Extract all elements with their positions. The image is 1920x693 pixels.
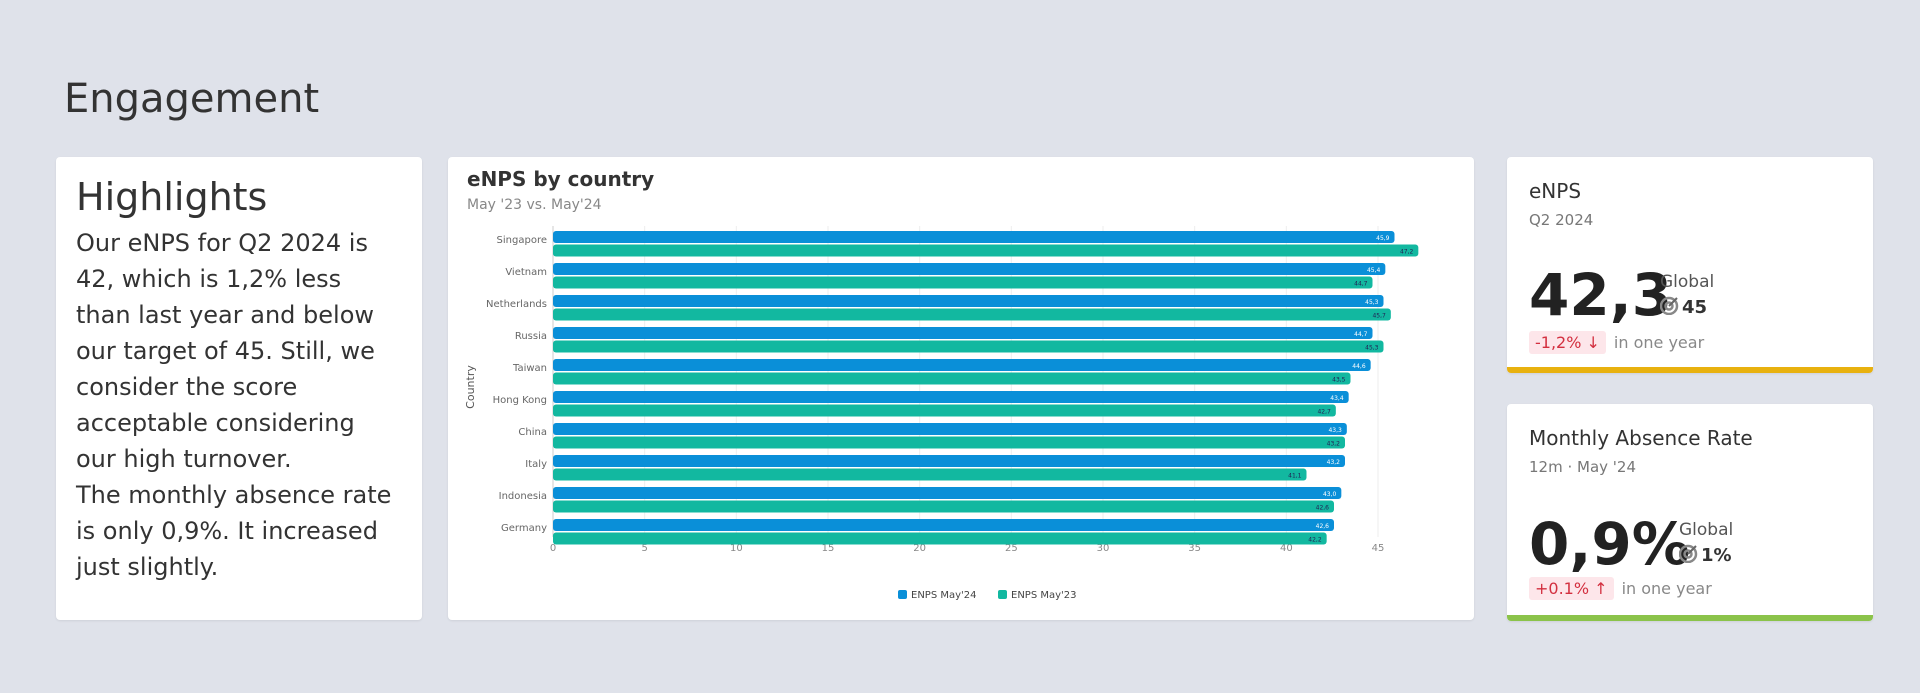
highlights-text: The monthly absence rate is only 0,9%. I… xyxy=(76,481,392,581)
chart-title: eNPS by country xyxy=(467,167,655,191)
arrow-down-icon: ↓ xyxy=(1586,333,1600,352)
data-label: 43,0 xyxy=(1323,491,1337,498)
kpi-global-value: 45 xyxy=(1682,297,1708,318)
bar-may23 xyxy=(553,244,1419,257)
data-label: 43,2 xyxy=(1327,441,1341,448)
x-tick-label: 0 xyxy=(550,543,556,554)
data-label: 44,6 xyxy=(1352,363,1366,370)
bar-may24 xyxy=(553,231,1395,243)
kpi-subtitle: Q2 2024 xyxy=(1529,211,1594,229)
category-label: Taiwan xyxy=(512,363,547,374)
bar-may24 xyxy=(553,263,1386,275)
chart-subtitle: May '23 vs. May'24 xyxy=(467,197,602,213)
kpi-accent-bar xyxy=(1507,615,1873,621)
data-label: 44,7 xyxy=(1354,331,1368,338)
kpi-delta: -1,2% xyxy=(1535,333,1582,352)
bar-may24 xyxy=(553,487,1342,499)
x-tick-label: 45 xyxy=(1372,543,1385,554)
bar-may23 xyxy=(553,436,1345,449)
data-label: 42,7 xyxy=(1317,409,1331,416)
kpi-global-value: 1% xyxy=(1701,545,1732,566)
bar-may24 xyxy=(553,327,1373,339)
category-label: Hong Kong xyxy=(493,395,547,406)
kpi-delta-suffix: in one year xyxy=(1621,579,1712,598)
bar-may23 xyxy=(553,500,1334,513)
category-label: Netherlands xyxy=(486,299,547,310)
bar-may23 xyxy=(553,372,1351,385)
bar-may24 xyxy=(553,391,1349,403)
highlights-heading: Highlights xyxy=(76,175,268,219)
kpi-delta-badge: +0.1% ↑ xyxy=(1529,577,1614,600)
data-label: 45,7 xyxy=(1372,313,1386,320)
x-tick-label: 20 xyxy=(913,543,926,554)
arrow-up-icon: ↑ xyxy=(1594,579,1608,598)
highlights-card: Highlights Our eNPS for Q2 2024 is 42, w… xyxy=(56,157,422,620)
data-label: 42,6 xyxy=(1316,523,1330,530)
legend-swatch xyxy=(898,590,907,599)
legend-item: ENPS May'24 xyxy=(911,590,977,601)
data-label: 45,3 xyxy=(1365,299,1379,306)
bar-may23 xyxy=(553,404,1336,417)
legend-item: ENPS May'23 xyxy=(1011,590,1077,601)
category-label: Indonesia xyxy=(499,491,547,502)
kpi-delta: +0.1% xyxy=(1535,579,1590,598)
kpi-global-label: Global xyxy=(1660,272,1715,292)
bar-may23 xyxy=(553,532,1327,545)
x-tick-label: 10 xyxy=(730,543,743,554)
data-label: 43,4 xyxy=(1330,395,1344,402)
kpi-value: 0,9% xyxy=(1529,510,1690,578)
data-label: 44,7 xyxy=(1354,281,1368,288)
category-label: Russia xyxy=(515,331,547,342)
bar-may23 xyxy=(553,276,1373,289)
bar-may23 xyxy=(553,468,1307,481)
data-label: 47,2 xyxy=(1400,249,1414,256)
x-tick-label: 25 xyxy=(1005,543,1018,554)
bar-may23 xyxy=(553,340,1384,353)
legend-swatch xyxy=(998,590,1007,599)
bar-may24 xyxy=(553,295,1384,307)
category-label: Italy xyxy=(525,459,547,470)
bar-may24 xyxy=(553,519,1334,531)
x-tick-label: 40 xyxy=(1280,543,1293,554)
kpi-title: Monthly Absence Rate xyxy=(1529,426,1753,450)
y-axis-label: Country xyxy=(464,365,477,409)
kpi-delta-badge: -1,2% ↓ xyxy=(1529,331,1606,354)
kpi-title: eNPS xyxy=(1529,179,1582,203)
enps-by-country-chart: eNPS by country May '23 vs. May'24 0 5 10 1… xyxy=(448,157,1474,620)
data-label: 45,3 xyxy=(1365,345,1379,352)
kpi-value: 42,3 xyxy=(1529,261,1673,329)
data-label: 43,3 xyxy=(1328,427,1342,434)
bar-may24 xyxy=(553,423,1347,435)
category-label: Germany xyxy=(501,523,547,534)
category-label: China xyxy=(518,427,547,438)
data-label: 45,9 xyxy=(1376,235,1390,242)
kpi-accent-bar xyxy=(1507,367,1873,373)
kpi-subtitle: 12m · May '24 xyxy=(1529,458,1636,476)
chart-plot: 0 5 10 15 20 25 30 35 40 45 Country Singapore 45,9 47… xyxy=(464,226,1419,601)
kpi-delta-suffix: in one year xyxy=(1613,333,1705,352)
bar-may24 xyxy=(553,455,1345,467)
kpi-card-absence-rate: Monthly Absence Rate 12m · May '24 0,9% … xyxy=(1507,404,1873,621)
bar-may23 xyxy=(553,308,1391,321)
x-tick-label: 15 xyxy=(822,543,835,554)
data-label: 41,1 xyxy=(1288,473,1302,480)
data-label: 42,2 xyxy=(1308,537,1322,544)
page-title: Engagement xyxy=(64,76,320,122)
data-label: 43,2 xyxy=(1327,459,1341,466)
data-label: 42,6 xyxy=(1316,505,1330,512)
kpi-global-label: Global xyxy=(1679,520,1734,540)
category-label: Singapore xyxy=(497,235,547,246)
bar-may24 xyxy=(553,359,1371,371)
x-tick-label: 35 xyxy=(1188,543,1201,554)
target-icon xyxy=(1659,295,1680,320)
highlights-text: Our eNPS for Q2 2024 is 42, which is 1,2… xyxy=(76,229,375,473)
kpi-card-enps: eNPS Q2 2024 42,3 Global 45 -1,2% ↓ in on… xyxy=(1507,157,1873,373)
x-tick-label: 30 xyxy=(1097,543,1110,554)
category-label: Vietnam xyxy=(505,267,547,278)
data-label: 45,4 xyxy=(1367,267,1381,274)
x-tick-label: 5 xyxy=(641,543,647,554)
data-label: 43,5 xyxy=(1332,377,1346,384)
target-icon xyxy=(1678,543,1699,568)
